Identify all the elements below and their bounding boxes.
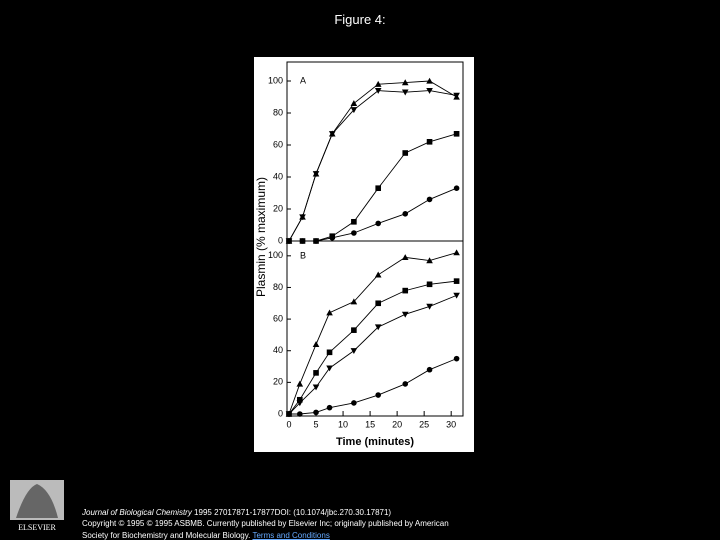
point <box>453 92 460 99</box>
slide-title: Figure 4: <box>334 12 386 27</box>
point <box>313 370 319 376</box>
point <box>375 220 382 227</box>
point <box>401 89 409 96</box>
point <box>313 238 319 244</box>
point <box>351 400 357 406</box>
point <box>374 80 382 87</box>
point <box>374 271 382 278</box>
point <box>296 380 304 387</box>
point <box>453 185 460 192</box>
logo-tree-shape <box>16 484 58 518</box>
x-tick-label: 0 <box>286 419 291 429</box>
elsevier-logo: ELSEVIER <box>6 478 68 534</box>
society-line: Society for Biochemistry and Molecular B… <box>82 531 330 540</box>
point <box>426 366 433 373</box>
point <box>426 257 433 264</box>
y-tick-label: 80 <box>273 282 283 292</box>
point <box>350 100 358 107</box>
point <box>402 210 409 217</box>
y-tick-label: 40 <box>273 345 283 355</box>
y-tick-label: 0 <box>278 408 283 418</box>
point <box>401 254 409 261</box>
point <box>350 107 358 114</box>
x-tick-label: 25 <box>419 419 429 429</box>
terms-link[interactable]: Terms and Conditions <box>252 531 330 540</box>
point <box>351 230 357 236</box>
point <box>296 400 304 407</box>
x-tick-label: 30 <box>446 419 456 429</box>
y-tick-label: 100 <box>268 75 283 85</box>
y-tick-label: 0 <box>278 235 283 245</box>
point <box>326 365 333 372</box>
point <box>312 341 320 348</box>
point <box>453 292 460 299</box>
point <box>328 131 336 138</box>
point <box>351 327 357 333</box>
point <box>426 196 433 203</box>
point <box>402 150 409 156</box>
journal-name: Journal of Biological Chemistry <box>82 508 192 517</box>
y-tick-label: 60 <box>273 139 283 149</box>
point <box>326 349 333 356</box>
point <box>426 303 433 310</box>
point <box>453 278 460 284</box>
point <box>426 281 433 288</box>
panel-label: B <box>300 250 306 260</box>
point <box>286 411 292 417</box>
y-tick-label: 20 <box>273 203 283 213</box>
point <box>351 218 357 225</box>
figure-background <box>254 57 474 452</box>
point <box>402 287 409 294</box>
point <box>426 138 433 145</box>
point <box>453 130 460 137</box>
point <box>374 324 382 331</box>
citation-line: Journal of Biological Chemistry 1995 270… <box>82 508 391 517</box>
y-tick-label: 60 <box>273 313 283 323</box>
citation: 1995 27017871-17877DOI: (10.1074/jbc.270… <box>191 508 392 517</box>
point <box>350 348 358 355</box>
point <box>297 411 303 417</box>
x-tick-label: 15 <box>365 419 375 429</box>
logo-tree: ELSEVIER <box>10 480 64 532</box>
y-tick-label: 20 <box>273 377 283 387</box>
point <box>312 384 320 391</box>
point <box>326 309 333 316</box>
x-tick-label: 5 <box>314 419 319 429</box>
point <box>375 392 382 398</box>
point <box>297 396 303 403</box>
point <box>350 298 358 305</box>
point <box>453 355 460 362</box>
panel-label: A <box>300 75 306 85</box>
copyright: Copyright © 1995 © 1995 ASBMB. Currently… <box>82 519 449 528</box>
point <box>453 249 460 256</box>
logo-text: ELSEVIER <box>18 523 56 532</box>
point <box>402 381 409 387</box>
point <box>375 185 382 192</box>
point <box>329 234 336 241</box>
point <box>313 409 319 416</box>
x-tick-label: 20 <box>392 419 402 429</box>
x-axis-label: Time (minutes) <box>336 436 414 448</box>
y-tick-label: 80 <box>273 107 283 117</box>
point <box>401 79 409 86</box>
point <box>312 171 320 178</box>
y-tick-label: 40 <box>273 171 283 181</box>
point <box>426 77 433 84</box>
y-tick-label: 100 <box>268 250 283 260</box>
point <box>299 238 306 244</box>
x-tick-label: 10 <box>338 419 348 429</box>
society: Society for Biochemistry and Molecular B… <box>82 531 251 540</box>
point <box>326 404 333 411</box>
point <box>374 87 382 94</box>
point <box>426 87 433 94</box>
point <box>375 300 382 307</box>
point <box>286 238 292 244</box>
point <box>299 214 306 221</box>
point <box>401 311 409 318</box>
y-axis-label: Plasmin (% maximum) <box>254 177 268 297</box>
